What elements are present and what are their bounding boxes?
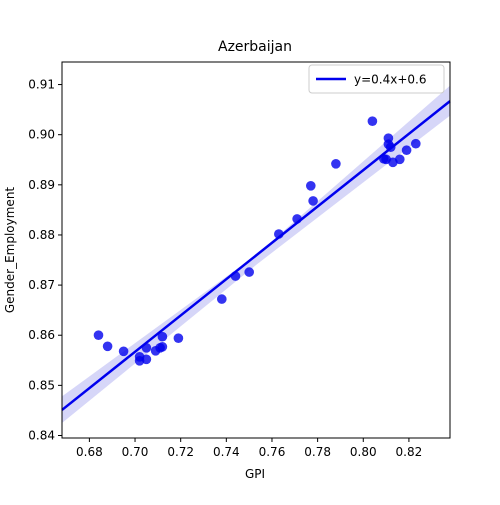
x-tick-label: 0.68 [76, 445, 103, 459]
x-tick-label: 0.70 [122, 445, 149, 459]
legend-label: y=0.4x+0.6 [354, 73, 426, 87]
axes-frame [61, 61, 451, 439]
x-tick-label: 0.82 [396, 445, 423, 459]
y-tick-label: 0.88 [28, 228, 55, 242]
legend: y=0.4x+0.6 [308, 64, 445, 94]
data-point [157, 331, 168, 342]
x-tick-label: 0.76 [259, 445, 286, 459]
data-point [306, 181, 316, 191]
y-tick-label: 0.86 [28, 328, 55, 342]
regression-line [61, 100, 451, 411]
data-point [308, 196, 318, 206]
data-point [141, 354, 152, 365]
y-axis-ticks: 0.84 0.85 0.86 0.87 0.88 0.89 0.90 0.91 [28, 78, 62, 442]
data-point [401, 145, 412, 155]
y-tick-label: 0.84 [28, 428, 55, 442]
data-point [173, 333, 184, 344]
x-tick-label: 0.78 [304, 445, 331, 459]
y-tick-label: 0.87 [28, 278, 55, 292]
data-point [118, 346, 129, 357]
x-tick-label: 0.72 [167, 445, 194, 459]
x-tick-label: 0.74 [213, 445, 240, 459]
x-axis-ticks: 0.68 0.70 0.72 0.74 0.76 0.78 0.80 0.82 [76, 438, 422, 459]
y-tick-label: 0.89 [28, 178, 55, 192]
data-point [93, 330, 104, 341]
data-point [383, 133, 394, 143]
data-point [244, 267, 254, 277]
plot-area [61, 61, 451, 439]
data-point [102, 341, 113, 352]
data-point [367, 116, 378, 126]
data-point [411, 138, 421, 149]
chart-title: Azerbaijan [218, 39, 292, 55]
data-point [331, 159, 341, 169]
data-point [217, 294, 227, 304]
x-axis-label: GPI [245, 467, 265, 481]
y-tick-label: 0.85 [28, 378, 55, 392]
x-tick-label: 0.80 [350, 445, 377, 459]
data-point [157, 342, 168, 352]
data-point [395, 154, 405, 165]
y-tick-label: 0.90 [28, 128, 55, 142]
legend-frame [308, 64, 445, 94]
y-axis-label: Gender_Employment [3, 187, 17, 314]
y-tick-label: 0.91 [28, 78, 55, 92]
